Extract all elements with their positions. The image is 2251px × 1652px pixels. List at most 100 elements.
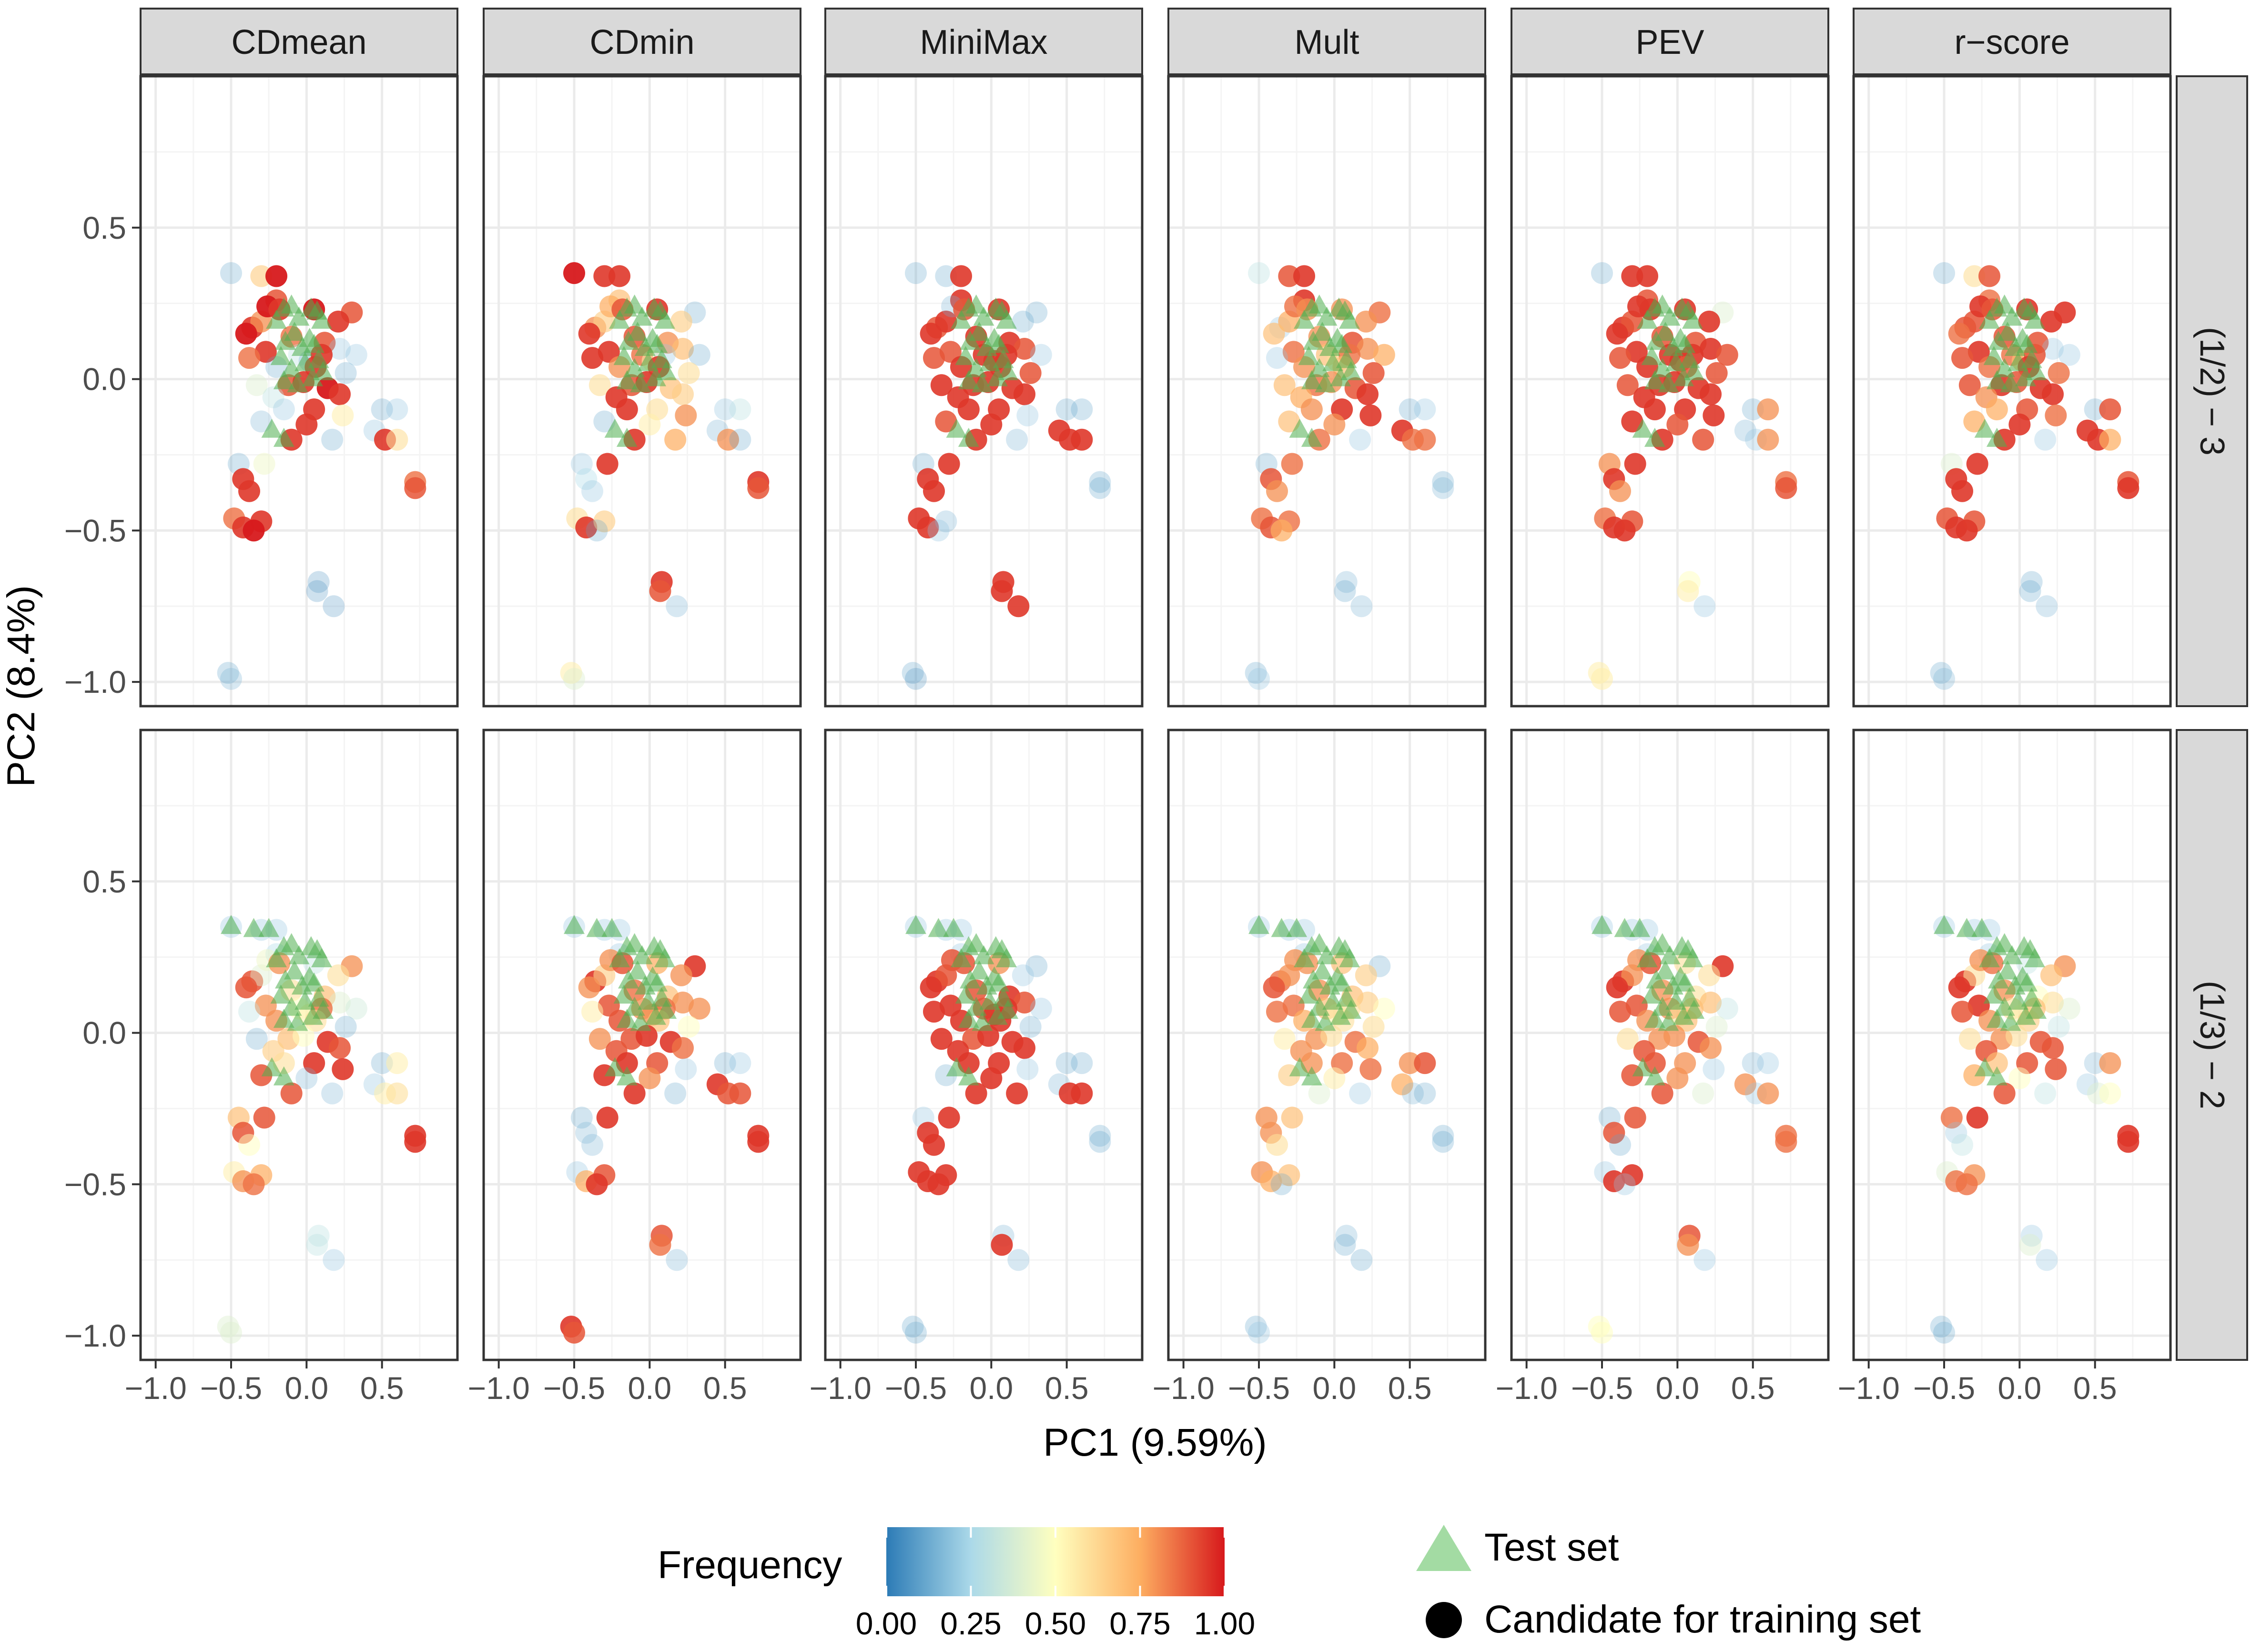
candidate-point: [303, 1052, 325, 1074]
test-set-point: [2026, 361, 2047, 380]
candidate-point: [345, 997, 367, 1020]
test-set-point: [631, 945, 653, 964]
candidate-point: [273, 398, 295, 421]
test-set-point: [616, 370, 638, 389]
test-set-point: [1674, 972, 1696, 992]
test-set-point: [294, 352, 316, 371]
test-set-point: [1632, 1057, 1653, 1076]
test-set-point: [1652, 996, 1673, 1016]
test-set-point: [624, 294, 645, 314]
test-set-point: [564, 915, 585, 934]
test-set-point: [1659, 945, 1681, 964]
candidate-point: [1012, 964, 1034, 986]
candidate-point: [570, 453, 593, 475]
test-set-point: [1286, 918, 1308, 937]
y-tick-label: 0.5: [82, 864, 126, 899]
test-set-point: [1988, 969, 2009, 989]
candidate-point: [250, 410, 273, 433]
candidate-point: [327, 310, 349, 333]
test-set-point: [1298, 984, 1319, 1004]
test-set-point: [951, 948, 972, 968]
test-set-point: [997, 361, 1019, 380]
test-set-point: [1646, 969, 1667, 989]
candidate-point: [1609, 1134, 1631, 1156]
candidate-point: [1245, 662, 1267, 684]
candidate-point: [586, 1173, 608, 1196]
candidate-point: [714, 398, 736, 421]
candidate-point: [2099, 1052, 2121, 1074]
candidate-point: [1432, 477, 1454, 499]
candidate-point: [1071, 428, 1093, 451]
test-set-point: [654, 948, 675, 968]
candidate-point: [1930, 1316, 1952, 1338]
candidate-point: [666, 595, 688, 618]
test-set-point: [969, 322, 990, 341]
test-set-point: [1994, 933, 2015, 953]
candidate-point: [1019, 362, 1042, 384]
candidate-point: [563, 668, 585, 690]
candidate-point: [1432, 471, 1454, 493]
candidate-point: [729, 1082, 751, 1105]
candidate-point: [245, 374, 268, 396]
y-tick-label: 0.0: [82, 362, 126, 397]
candidate-point: [1933, 668, 1955, 690]
facet-strip-column: [1853, 8, 2171, 75]
candidate-point: [1951, 347, 1973, 369]
test-set-point: [1997, 960, 2018, 980]
test-set-point: [1308, 358, 1330, 377]
panel-border: [1167, 729, 1487, 1361]
test-set-point: [638, 991, 659, 1010]
test-set-point: [1301, 1066, 1322, 1085]
candidate-point: [1621, 265, 1643, 287]
candidate-point: [2042, 992, 2064, 1014]
test-set-point: [627, 322, 648, 341]
candidate-point: [1591, 1321, 1613, 1344]
colorbar-tick-label: 1.00: [1194, 1606, 1255, 1641]
candidate-point: [1281, 1106, 1303, 1129]
facet-panel: [824, 75, 1144, 708]
candidate-point: [1993, 1082, 2016, 1105]
test-set-point: [1934, 915, 1955, 934]
candidate-point: [1357, 338, 1379, 360]
test-set-point: [270, 346, 292, 365]
test-set-point: [987, 1005, 1008, 1025]
candidate-point: [980, 413, 1003, 436]
candidate-point: [250, 964, 273, 986]
candidate-point: [238, 1134, 260, 1156]
candidate-point: [563, 1321, 585, 1344]
test-set-point: [1659, 306, 1681, 326]
candidate-point: [253, 453, 275, 475]
test-set-point: [313, 361, 334, 380]
candidate-point: [321, 428, 344, 451]
candidate-point: [923, 1001, 945, 1023]
candidate-point: [1940, 1106, 1963, 1129]
candidate-point: [235, 323, 257, 345]
candidate-point: [1703, 404, 1725, 426]
candidate-point: [596, 1106, 619, 1129]
candidate-point: [332, 404, 354, 426]
candidate-point: [1030, 997, 1052, 1020]
panel-border: [139, 75, 459, 708]
x-tick-label: 0.0: [969, 1370, 1013, 1406]
candidate-point: [1014, 383, 1035, 405]
facet-strip-column: [824, 8, 1143, 75]
x-axis-title: PC1 (9.59%): [1043, 1421, 1267, 1464]
candidate-point: [570, 1106, 593, 1129]
candidate-point: [1025, 955, 1048, 977]
candidate-point: [1703, 1058, 1725, 1080]
candidate-point: [560, 662, 582, 684]
test-set-point: [960, 331, 981, 350]
colorbar-tick-label: 0.75: [1109, 1606, 1170, 1641]
candidate-point: [245, 1028, 268, 1050]
candidate-point: [593, 410, 616, 433]
test-set-point: [1316, 945, 1338, 964]
test-set-point: [616, 1066, 638, 1085]
test-set-point: [1644, 1009, 1665, 1028]
candidate-point: [670, 964, 692, 986]
candidate-point: [1012, 310, 1034, 333]
candidate-point: [957, 398, 980, 421]
test-set-point: [1614, 918, 1635, 937]
candidate-point: [1692, 428, 1714, 451]
candidate-point: [1757, 1052, 1779, 1074]
candidate-point: [1966, 453, 1988, 475]
